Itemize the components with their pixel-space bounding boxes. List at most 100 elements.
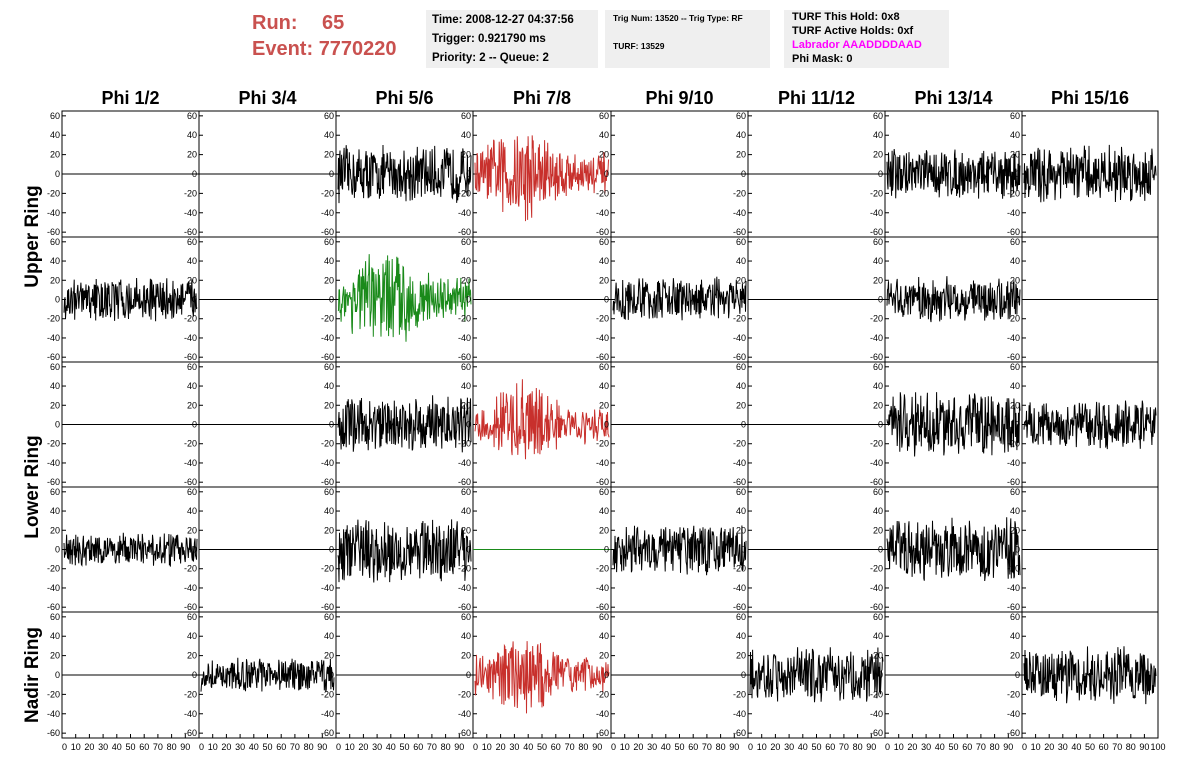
x-tick-label: 0 — [199, 742, 204, 752]
y-tick-label: 20 — [461, 651, 471, 661]
y-tick-label: 60 — [736, 237, 746, 247]
y-tick-label: -60 — [596, 352, 609, 362]
y-tick-label: -60 — [47, 352, 60, 362]
y-tick-label: -60 — [321, 352, 334, 362]
y-tick-label: 40 — [50, 130, 60, 140]
y-tick-label: 40 — [736, 381, 746, 391]
y-tick-label: -40 — [184, 709, 197, 719]
y-tick-label: -60 — [458, 227, 471, 237]
y-tick-label: 60 — [324, 362, 334, 372]
y-tick-label: -20 — [733, 564, 746, 574]
waveform-trace — [1023, 646, 1157, 705]
column-header: Phi 7/8 — [513, 88, 571, 108]
y-tick-label: -40 — [596, 583, 609, 593]
y-tick-label: 20 — [1010, 525, 1020, 535]
y-tick-label: -40 — [1007, 709, 1020, 719]
x-tick-label: 70 — [427, 742, 437, 752]
y-tick-label: -40 — [1007, 583, 1020, 593]
y-tick-label: -20 — [184, 564, 197, 574]
y-tick-label: -60 — [458, 728, 471, 738]
column-header: Phi 5/6 — [375, 88, 433, 108]
y-tick-label: -60 — [458, 477, 471, 487]
x-tick-label: 20 — [496, 742, 506, 752]
phi-mask-text: Phi Mask: 0 — [792, 53, 853, 65]
y-tick-label: 60 — [50, 487, 60, 497]
x-tick-label: 80 — [990, 742, 1000, 752]
x-tick-label: 40 — [798, 742, 808, 752]
x-tick-label: 40 — [112, 742, 122, 752]
y-tick-label: -60 — [596, 602, 609, 612]
y-tick-label: 20 — [873, 651, 883, 661]
trig-num-text: Trig Num: 13520 -- Trig Type: RF — [613, 13, 743, 23]
y-tick-label: -40 — [596, 709, 609, 719]
y-tick-label: 0 — [878, 545, 883, 555]
y-tick-label: -60 — [1007, 602, 1020, 612]
waveform-trace — [1023, 400, 1157, 450]
y-tick-label: 60 — [187, 111, 197, 121]
y-tick-label: -40 — [870, 458, 883, 468]
x-tick-label: 30 — [1058, 742, 1068, 752]
x-tick-label: 80 — [716, 742, 726, 752]
y-tick-label: 0 — [55, 545, 60, 555]
y-tick-label: -20 — [1007, 439, 1020, 449]
y-tick-label: 0 — [741, 169, 746, 179]
x-tick-label: 40 — [249, 742, 259, 752]
x-tick-label: 90 — [592, 742, 602, 752]
y-tick-label: -40 — [184, 583, 197, 593]
x-tick-label: 90 — [1003, 742, 1013, 752]
x-tick-label: 70 — [839, 742, 849, 752]
y-tick-label: 20 — [736, 525, 746, 535]
y-tick-label: 40 — [461, 631, 471, 641]
y-tick-label: -40 — [733, 208, 746, 218]
y-tick-label: 0 — [604, 545, 609, 555]
y-tick-label: 20 — [1010, 651, 1020, 661]
waveform-trace — [886, 517, 1021, 582]
y-tick-label: 0 — [1015, 420, 1020, 430]
y-tick-label: -40 — [321, 333, 334, 343]
y-tick-label: -60 — [321, 477, 334, 487]
y-tick-label: 0 — [466, 169, 471, 179]
y-tick-label: -20 — [733, 314, 746, 324]
x-tick-label: 30 — [784, 742, 794, 752]
y-tick-label: -40 — [870, 208, 883, 218]
y-tick-label: 60 — [187, 237, 197, 247]
y-tick-label: 0 — [466, 295, 471, 305]
y-tick-label: 20 — [324, 275, 334, 285]
run-line: Run: 65 — [252, 10, 417, 36]
y-tick-label: -40 — [870, 583, 883, 593]
y-tick-label: 40 — [461, 506, 471, 516]
y-tick-label: -40 — [596, 333, 609, 343]
y-tick-label: 20 — [1010, 400, 1020, 410]
y-tick-label: 0 — [878, 420, 883, 430]
x-tick-label: 80 — [578, 742, 588, 752]
x-tick-label: 0 — [885, 742, 890, 752]
y-tick-label: 40 — [1010, 130, 1020, 140]
y-tick-label: 20 — [736, 150, 746, 160]
y-tick-label: 0 — [192, 420, 197, 430]
waveform-trace — [474, 379, 610, 460]
y-tick-label: -20 — [870, 439, 883, 449]
y-tick-label: -20 — [596, 314, 609, 324]
x-tick-label: 10 — [620, 742, 630, 752]
event-value: 7770220 — [318, 38, 397, 60]
y-tick-label: 20 — [50, 400, 60, 410]
y-tick-label: -20 — [596, 564, 609, 574]
y-tick-label: -60 — [596, 728, 609, 738]
y-tick-label: -40 — [321, 208, 334, 218]
y-tick-label: 60 — [1010, 237, 1020, 247]
y-tick-label: -20 — [458, 564, 471, 574]
y-tick-label: 20 — [187, 525, 197, 535]
y-tick-label: -40 — [321, 709, 334, 719]
y-tick-label: -40 — [458, 333, 471, 343]
x-tick-label: 90 — [729, 742, 739, 752]
y-tick-label: -20 — [458, 314, 471, 324]
x-tick-label: 80 — [853, 742, 863, 752]
y-tick-label: 40 — [50, 256, 60, 266]
y-tick-label: 0 — [1015, 545, 1020, 555]
turf-info-box: TURF This Hold: 0x8 TURF Active Holds: 0… — [784, 10, 949, 68]
y-tick-label: -20 — [321, 314, 334, 324]
y-tick-label: -20 — [870, 314, 883, 324]
y-tick-label: -20 — [458, 689, 471, 699]
waveform-trace — [337, 254, 472, 342]
y-tick-label: 20 — [599, 525, 609, 535]
